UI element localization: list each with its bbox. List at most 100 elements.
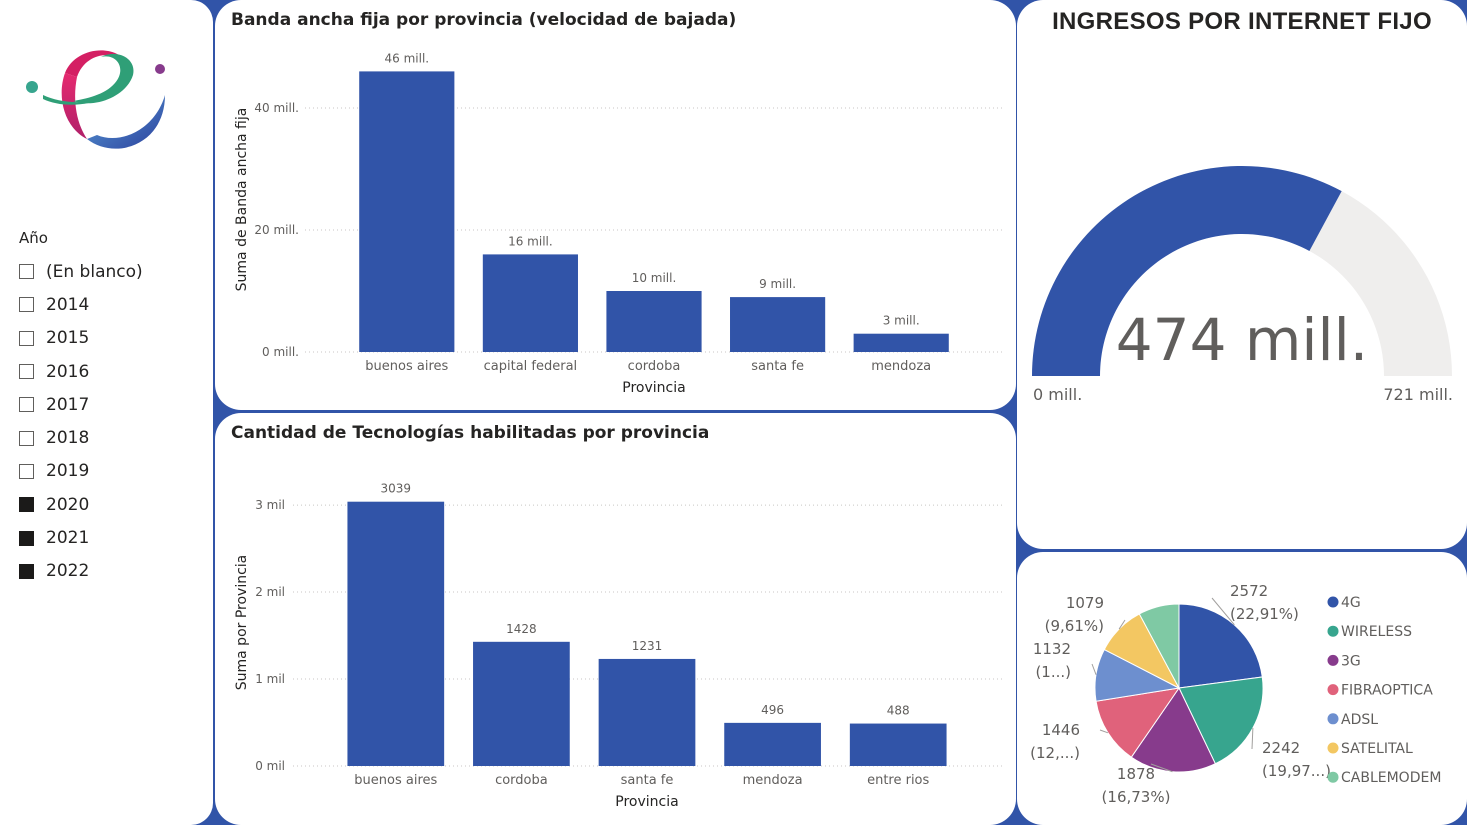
y-tick-label: 3 mil [255, 498, 285, 512]
year-option[interactable]: 2015 [19, 322, 143, 355]
y-tick-label: 2 mil [255, 585, 285, 599]
y-axis-title: Suma por Provincia [234, 555, 250, 691]
logo-icon [26, 50, 165, 149]
year-checkbox[interactable] [19, 364, 34, 380]
year-option[interactable]: 2016 [19, 355, 143, 388]
year-option-label: 2018 [46, 428, 90, 449]
y-axis-title: Suma de Banda ancha fija [234, 108, 250, 292]
pie-value-label: 1132 [1033, 640, 1071, 658]
x-tick-label: cordoba [495, 773, 548, 788]
pie-leader-line [1099, 729, 1109, 734]
x-tick-label: mendoza [871, 359, 931, 374]
y-tick-label: 20 mill. [254, 223, 299, 237]
pie-percent-label: (22,91%) [1230, 605, 1299, 623]
year-checkbox[interactable] [19, 463, 34, 479]
year-option[interactable]: 2014 [19, 288, 143, 321]
gauge-fill [1032, 165, 1342, 376]
year-option-label: 2016 [46, 361, 90, 382]
legend-marker [1327, 771, 1339, 783]
y-tick-label: 0 mill. [262, 345, 299, 359]
year-option[interactable]: 2021 [19, 521, 143, 554]
x-tick-label: santa fe [621, 773, 674, 788]
x-axis-title: Provincia [622, 380, 685, 396]
bar [482, 254, 578, 352]
bar-data-label: 3039 [381, 482, 412, 496]
pie-slice [1095, 687, 1181, 758]
year-option[interactable]: 2018 [19, 421, 143, 454]
gauge-min-label: 0 mill. [1033, 385, 1082, 404]
filter-panel: Año (En blanco) 2014 2015 2016 2017 2018 2019 2… [0, 0, 213, 825]
year-option[interactable]: 2020 [19, 488, 143, 521]
technologies-chart-title: Cantidad de Tecnologías habilitadas por … [231, 423, 710, 443]
pie-leader-line [1150, 763, 1173, 773]
revenue-gauge-panel: INGRESOS POR INTERNET FIJO 474 mill. 0 mi… [1017, 0, 1467, 549]
bar [849, 723, 947, 766]
year-option[interactable]: 2019 [19, 455, 143, 488]
x-tick-label: mendoza [743, 773, 803, 788]
year-option-label: 2019 [46, 461, 90, 482]
pie-slice [1138, 603, 1180, 689]
bar-data-label: 3 mill. [883, 314, 920, 328]
bar-data-label: 46 mill. [385, 51, 430, 65]
gauge-value: 474 mill. [1116, 306, 1368, 374]
year-checkbox[interactable] [19, 397, 34, 413]
bandwidth-chart-title: Banda ancha fija por provincia (velocida… [231, 10, 737, 30]
bandwidth-chart-panel: Banda ancha fija por provincia (velocida… [215, 0, 1016, 410]
pie-percent-label: (19,97...) [1262, 762, 1331, 780]
legend-label: FIBRAOPTICA [1341, 683, 1433, 699]
year-checkbox[interactable] [19, 264, 34, 280]
x-tick-label: santa fe [751, 359, 804, 374]
x-tick-label: cordoba [628, 359, 681, 374]
year-checkbox[interactable] [19, 297, 34, 313]
year-slicer-title: Año [19, 229, 48, 247]
year-checkbox[interactable] [19, 497, 34, 513]
legend-marker [1327, 596, 1339, 608]
x-tick-label: buenos aires [365, 359, 448, 374]
year-option-label: 2022 [46, 561, 90, 582]
pie-value-label: 1446 [1042, 721, 1080, 739]
year-checkbox[interactable] [19, 530, 34, 546]
year-checkbox[interactable] [19, 430, 34, 446]
pie-leader-line [1091, 663, 1097, 675]
technology-pie-chart: 2572 (22,91%) 2242 (19,97...) 1878 (16,73%) 14… [1030, 582, 1441, 806]
pie-percent-label: (1...) [1035, 663, 1071, 681]
legend-label: WIRELESS [1341, 624, 1412, 640]
y-tick-label: 0 mil [255, 759, 285, 773]
legend-label: 3G [1341, 653, 1361, 669]
bar-data-label: 9 mill. [759, 277, 796, 291]
year-option-label: (En blanco) [46, 261, 143, 282]
pie-leader-line [1251, 727, 1254, 750]
year-checkbox[interactable] [19, 330, 34, 346]
bar [724, 722, 821, 766]
legend-marker [1327, 713, 1339, 725]
year-option-label: 2014 [46, 294, 90, 315]
year-option-label: 2017 [46, 394, 90, 415]
x-tick-label: capital federal [484, 359, 578, 374]
bar [359, 71, 455, 353]
year-option-label: 2020 [46, 494, 90, 515]
pie-value-label: 1079 [1066, 594, 1104, 612]
gauge-title: INGRESOS POR INTERNET FIJO [1052, 8, 1432, 35]
pie-value-label: 2242 [1262, 739, 1300, 757]
legend-marker [1327, 625, 1339, 637]
year-option[interactable]: 2022 [19, 555, 143, 588]
x-tick-label: buenos aires [354, 773, 437, 788]
year-option[interactable]: (En blanco) [19, 255, 143, 288]
legend-label: CABLEMODEM [1341, 770, 1441, 786]
y-tick-label: 1 mil [255, 672, 285, 686]
year-slicer-list: (En blanco) 2014 2015 2016 2017 2018 2019 2020 2… [19, 255, 143, 588]
bar [853, 333, 949, 352]
legend-marker [1327, 654, 1339, 666]
bar-data-label: 10 mill. [632, 271, 677, 285]
year-checkbox[interactable] [19, 563, 34, 579]
pie-percent-label: (12,...) [1030, 744, 1080, 762]
year-option[interactable]: 2017 [19, 388, 143, 421]
pie-leader-line [1118, 619, 1126, 630]
technologies-chart-panel: Cantidad de Tecnologías habilitadas por … [215, 413, 1016, 825]
pie-percent-label: (16,73%) [1102, 788, 1171, 806]
bar-data-label: 496 [761, 703, 784, 717]
pie-value-label: 2572 [1230, 582, 1268, 600]
bar [598, 658, 696, 766]
bar [347, 501, 445, 766]
y-tick-label: 40 mill. [254, 101, 299, 115]
